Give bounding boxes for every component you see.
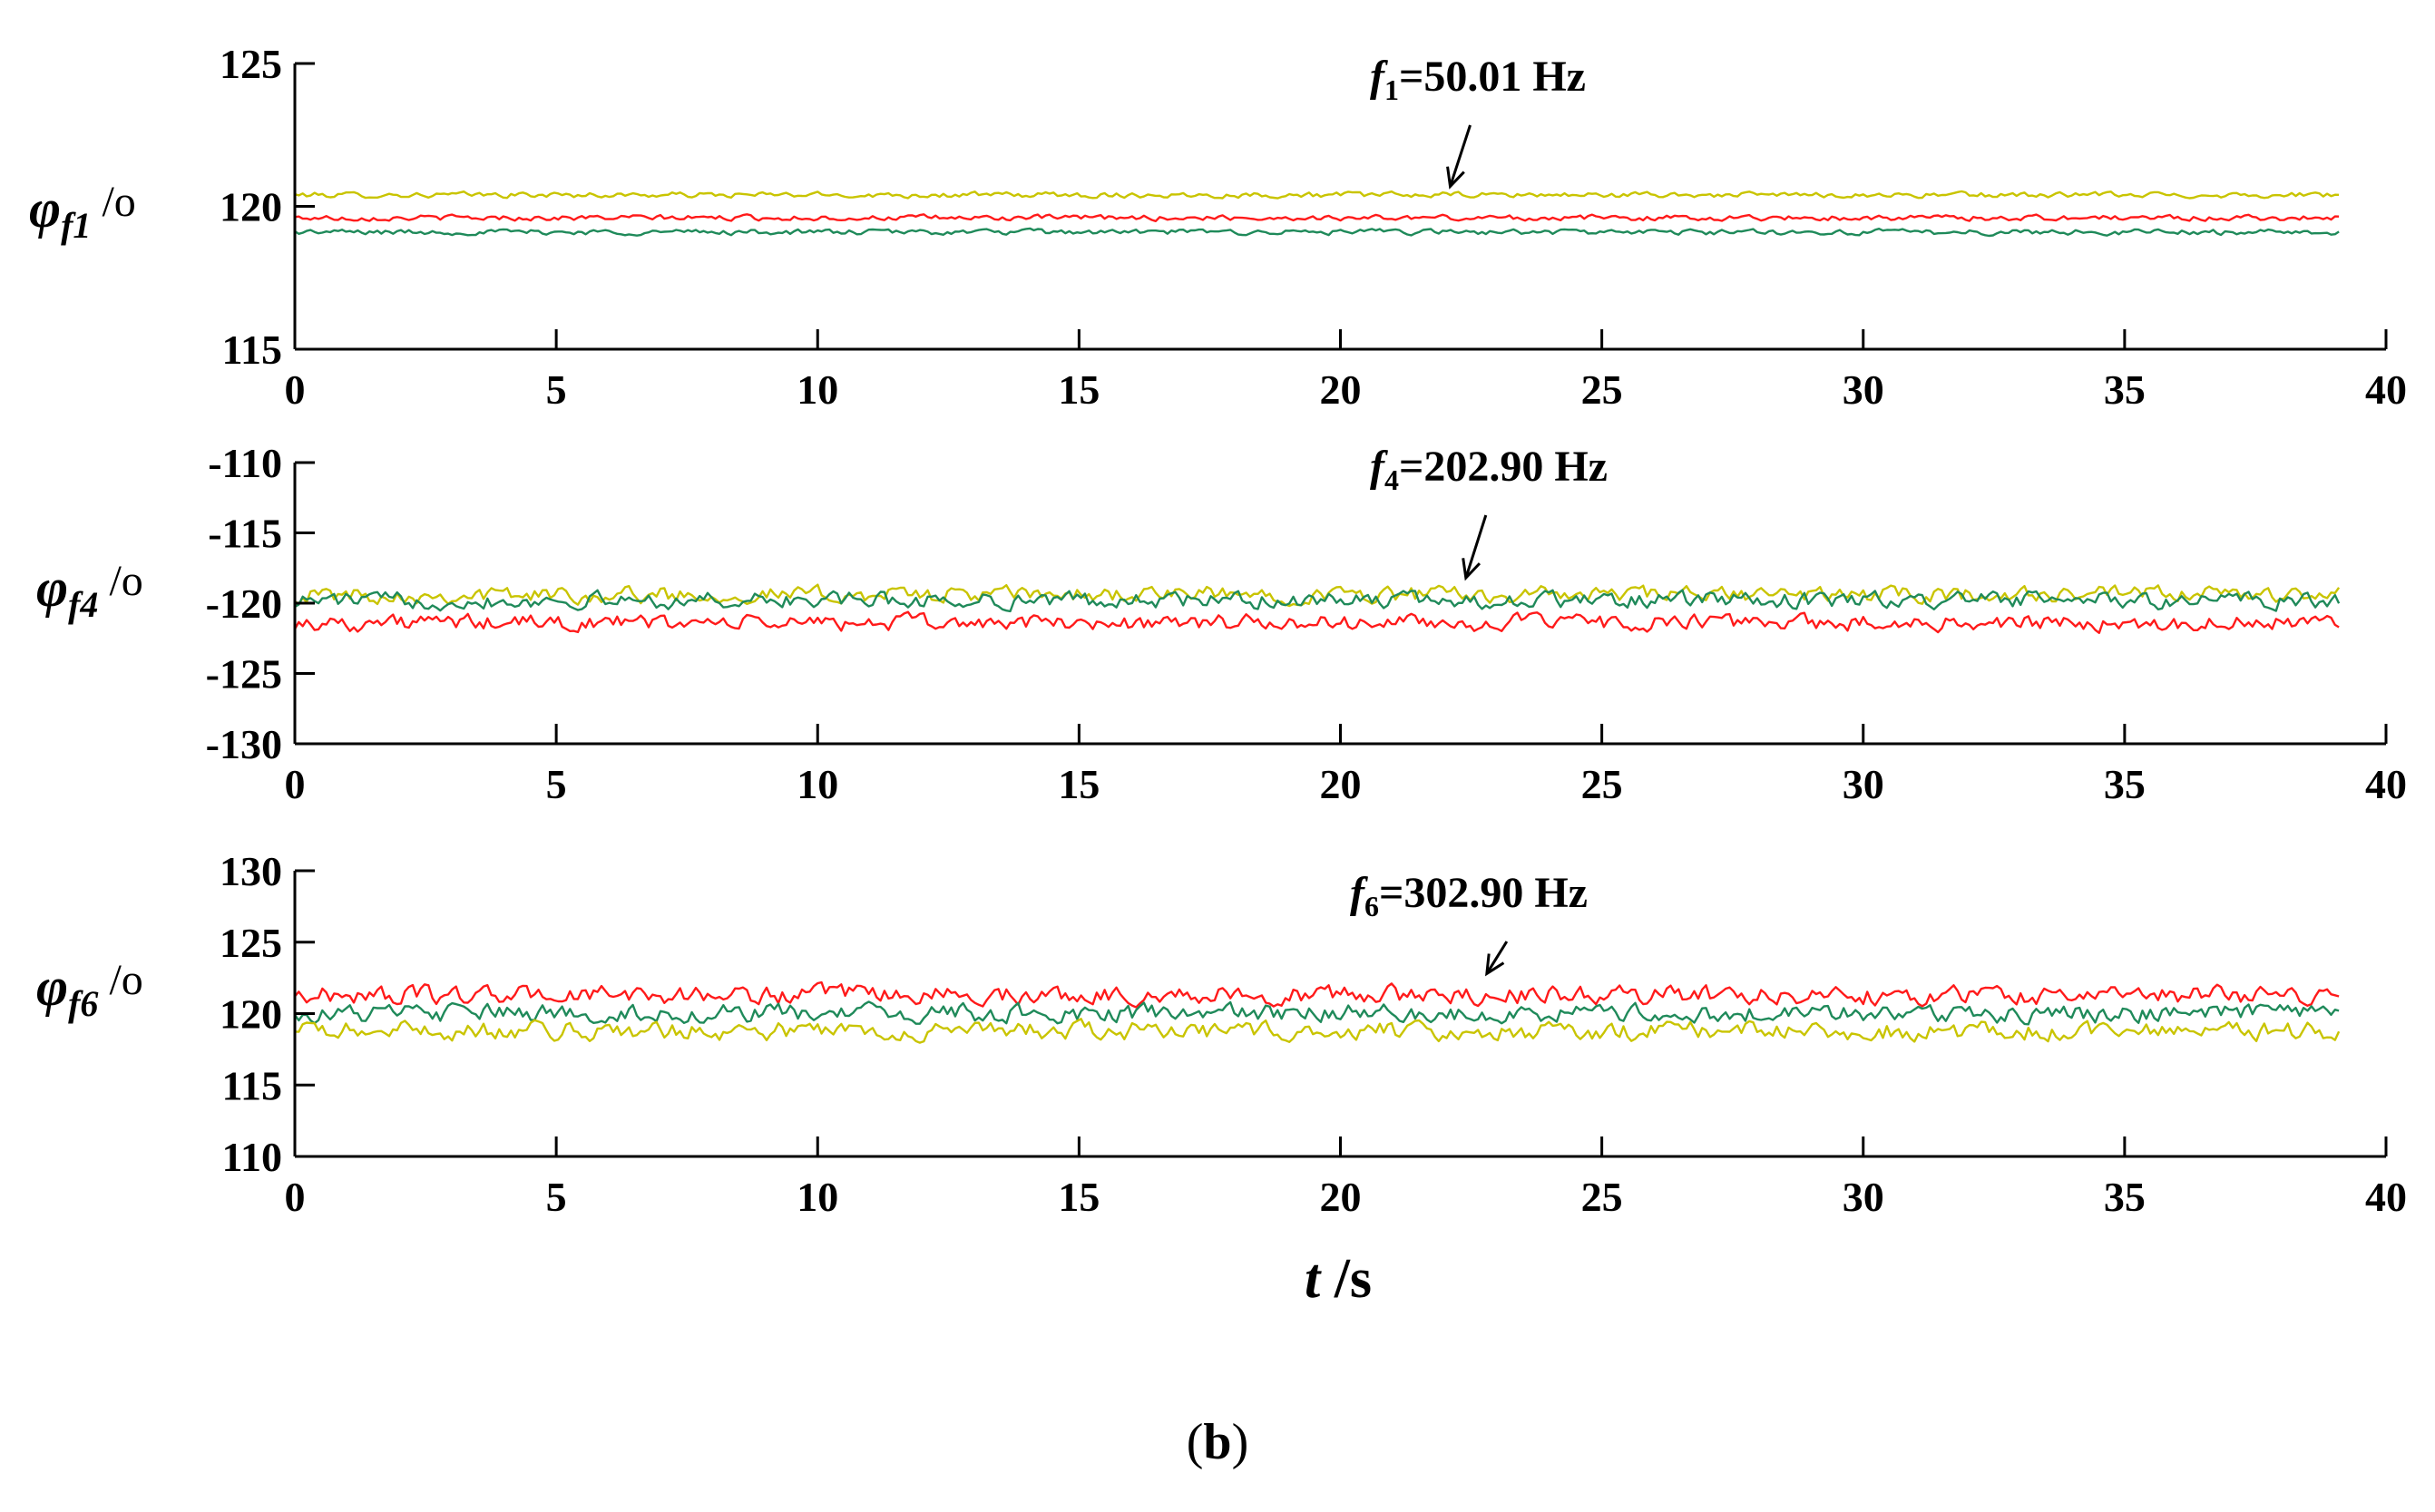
x-tick-label: 20 <box>1320 761 1362 807</box>
x-tick-label: 0 <box>285 761 306 807</box>
x-tick-label: 20 <box>1320 1174 1362 1220</box>
y-tick-label: 125 <box>220 41 282 87</box>
x-tick-label: 35 <box>2104 761 2146 807</box>
y-tick-label: -130 <box>206 721 282 767</box>
x-tick-label: 10 <box>797 1174 838 1220</box>
x-tick-label: 40 <box>2365 1174 2407 1220</box>
x-tick-label: 40 <box>2365 366 2407 413</box>
x-tick-label: 25 <box>1581 366 1623 413</box>
panel-phi-f4: 0 5 10 15 20 25 30 35 40 -130 -125 -120 -115 -110 φf4 … <box>36 440 2407 807</box>
x-tick-label: 25 <box>1581 761 1623 807</box>
series-line-1 <box>294 190 2340 200</box>
annotation-arrow-head <box>1462 558 1482 581</box>
annotation-label: f4=202.90 Hz <box>1370 443 1608 496</box>
series-line-2 <box>294 1000 2340 1026</box>
x-tick-label: 20 <box>1320 366 1362 413</box>
x-tick-label: 15 <box>1058 366 1100 413</box>
x-tick-label: 35 <box>2104 1174 2146 1220</box>
series-line-2 <box>294 589 2341 613</box>
x-tick-label: 40 <box>2365 761 2407 807</box>
y-axis-label: φf6 /o <box>36 956 143 1024</box>
x-tick-label: 15 <box>1058 1174 1100 1220</box>
y-tick-label: -125 <box>206 651 282 697</box>
y-axis-label: φf1 /o <box>29 178 136 246</box>
y-tick-label: -115 <box>208 511 282 557</box>
y-tick-label: 125 <box>220 920 282 966</box>
series-line-2 <box>294 213 2340 223</box>
series-line-3 <box>293 610 2340 634</box>
x-tick-label: 35 <box>2104 366 2146 413</box>
annotation-arrow-shaft <box>1485 941 1509 975</box>
x-tick-label: 25 <box>1581 1174 1623 1220</box>
y-tick-label: 115 <box>222 327 282 373</box>
x-tick-label: 30 <box>1843 366 1884 413</box>
y-tick-label: 130 <box>220 848 282 894</box>
y-tick-label: 120 <box>220 184 282 230</box>
series-line-3 <box>294 1018 2341 1044</box>
annotation-arrow-shaft <box>1449 124 1472 187</box>
annotation-arrow-head <box>1485 953 1505 977</box>
panel-phi-f1: 0 5 10 15 20 25 30 35 40 115 120 125 φf1 /o f1=50.01 … <box>29 41 2407 413</box>
y-tick-label: 115 <box>222 1062 282 1108</box>
y-tick-label: 110 <box>222 1134 282 1180</box>
series-line-3 <box>294 227 2340 238</box>
x-tick-label: 5 <box>546 366 567 413</box>
annotation-label: f6=302.90 Hz <box>1350 869 1588 922</box>
x-tick-label: 15 <box>1058 761 1100 807</box>
y-axis-label: φf4 /o <box>36 557 143 625</box>
y-tick-label: -110 <box>208 440 282 486</box>
figure-caption: (b) <box>1187 1414 1248 1470</box>
x-tick-label: 5 <box>546 761 567 807</box>
x-tick-label: 10 <box>797 761 838 807</box>
x-tick-label: 30 <box>1843 1174 1884 1220</box>
y-tick-label: 120 <box>220 991 282 1038</box>
panel-phi-f6: 0 5 10 15 20 25 30 35 40 110 115 120 125 130 φf6 /o f6=… <box>36 848 2407 1220</box>
y-tick-label: -120 <box>206 580 282 627</box>
x-tick-label: 5 <box>546 1174 567 1220</box>
x-tick-label: 0 <box>285 366 306 413</box>
x-tick-label: 0 <box>285 1174 306 1220</box>
annotation-arrow-head <box>1446 166 1465 190</box>
x-tick-label: 10 <box>797 366 838 413</box>
annotation-label: f1=50.01 Hz <box>1370 53 1586 106</box>
annotation-arrow-shaft <box>1464 514 1488 579</box>
x-tick-label: 30 <box>1843 761 1884 807</box>
series-line-1 <box>294 980 2340 1009</box>
x-axis-label: t /s <box>1305 1248 1372 1310</box>
